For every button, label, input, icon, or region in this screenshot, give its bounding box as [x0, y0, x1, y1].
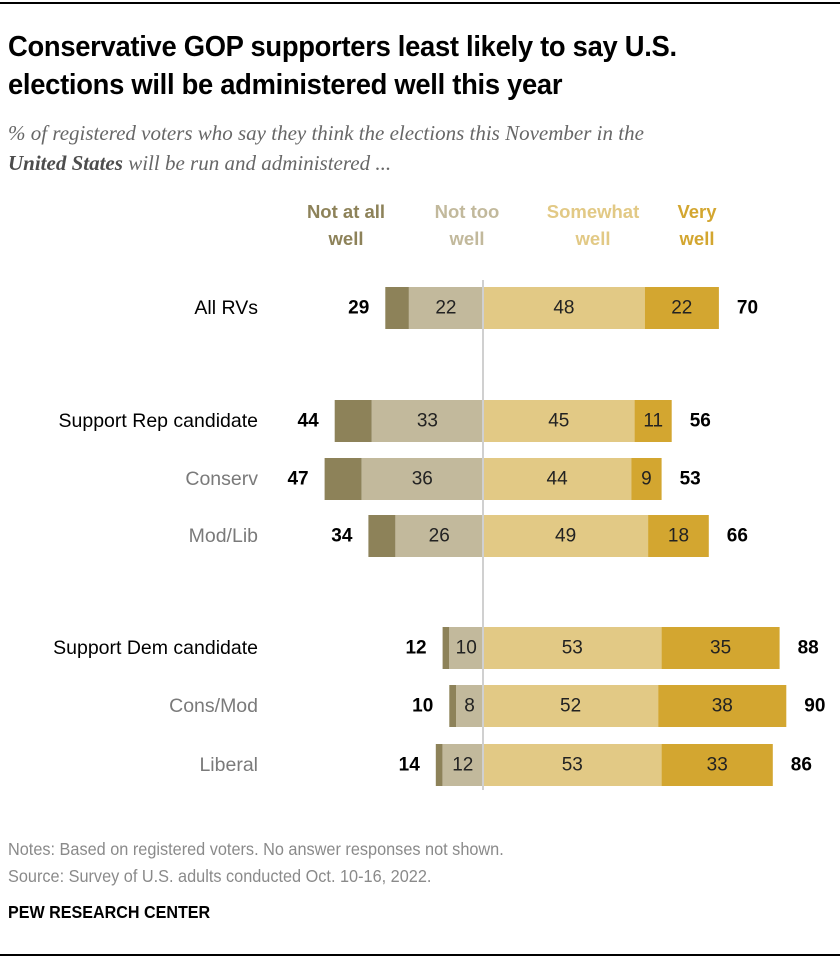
bar-not-too [456, 685, 483, 727]
legend-not-at-all: Not at all well [306, 201, 386, 249]
bar-not-at-all [385, 287, 409, 329]
subtitle-line1: % of registered voters who say they thin… [8, 121, 644, 145]
segment-label-somewhat: 52 [560, 696, 581, 717]
bar-somewhat [483, 287, 645, 329]
bar-not-at-all [368, 515, 396, 557]
net-positive-label: 90 [804, 696, 825, 717]
chart-title: Conservative GOP supporters least likely… [8, 31, 677, 101]
net-negative-label: 10 [412, 696, 433, 717]
bar-very [634, 400, 672, 442]
bottom-rule [0, 954, 840, 956]
net-positive-label: 56 [690, 411, 711, 432]
segment-label-not-too: 36 [412, 469, 433, 490]
net-negative-label: 47 [287, 469, 308, 490]
net-positive-label: 88 [798, 638, 819, 659]
category-label: Mod/Lib [189, 525, 259, 547]
segment-label-very: 38 [712, 696, 733, 717]
bar-somewhat [483, 458, 632, 500]
category-label: Liberal [199, 754, 258, 776]
category-label: All RVs [194, 297, 258, 319]
segment-label-not-too: 33 [417, 411, 438, 432]
bar-not-at-all [449, 685, 456, 727]
category-label: Cons/Mod [169, 695, 258, 717]
bar-not-too [371, 400, 483, 442]
net-negative-label: 14 [399, 755, 421, 776]
bar-very [644, 287, 719, 329]
notes-text: Notes: Based on registered voters. No an… [8, 839, 504, 859]
bar-somewhat [483, 685, 659, 727]
segment-label-very: 33 [707, 755, 728, 776]
chart-subtitle: % of registered voters who say they thin… [8, 118, 838, 178]
net-negative-label: 34 [331, 526, 353, 547]
bar-not-too [408, 287, 483, 329]
net-negative-label: 44 [298, 411, 320, 432]
notes-block: Notes: Based on registered voters. No an… [8, 836, 504, 890]
segment-label-not-too: 26 [429, 526, 450, 547]
bar-very [661, 744, 773, 786]
net-positive-label: 66 [727, 526, 748, 547]
bar-very [631, 458, 662, 500]
bar-not-at-all [435, 744, 443, 786]
net-positive-label: 86 [791, 755, 812, 776]
bar-not-too [442, 744, 483, 786]
legend-very: Very well [677, 201, 717, 249]
segment-label-very: 9 [641, 469, 652, 490]
brand-logo-text: PEW RESEARCH CENTER [8, 902, 211, 922]
bar-somewhat [483, 400, 635, 442]
bar-not-too [449, 627, 483, 669]
bar-not-too [361, 458, 483, 500]
segment-label-somewhat: 49 [555, 526, 576, 547]
segment-label-very: 18 [668, 526, 689, 547]
bar-somewhat [483, 515, 649, 557]
segment-label-somewhat: 48 [553, 298, 574, 319]
net-positive-label: 70 [737, 298, 758, 319]
segment-label-somewhat: 53 [562, 755, 583, 776]
segment-label-very: 35 [710, 638, 731, 659]
legend-not-too: Not too well [434, 201, 500, 249]
net-negative-label: 29 [348, 298, 369, 319]
category-label: Support Rep candidate [59, 410, 258, 432]
bar-somewhat [483, 627, 662, 669]
category-label: Support Dem candidate [53, 637, 258, 659]
segment-label-not-too: 12 [452, 755, 473, 776]
segment-label-somewhat: 44 [547, 469, 569, 490]
bar-not-at-all [324, 458, 362, 500]
segment-label-not-too: 22 [435, 298, 456, 319]
source-text: Source: Survey of U.S. adults conducted … [8, 866, 432, 886]
segment-label-not-too: 10 [456, 638, 477, 659]
bar-very [658, 685, 787, 727]
segment-label-somewhat: 45 [548, 411, 569, 432]
segment-label-not-too: 8 [464, 696, 475, 717]
segment-label-very: 22 [671, 298, 692, 319]
top-rule [0, 2, 840, 4]
segment-label-somewhat: 53 [562, 638, 583, 659]
bar-very [661, 627, 780, 669]
bar-not-at-all [334, 400, 372, 442]
bar-not-too [395, 515, 483, 557]
subtitle-bold: United States [8, 151, 123, 175]
segment-label-very: 11 [643, 411, 663, 432]
category-label: Conserv [185, 468, 258, 490]
bar-very [648, 515, 709, 557]
subtitle-line2: will be run and administered ... [122, 151, 392, 175]
net-positive-label: 53 [680, 469, 701, 490]
legend-somewhat: Somewhat well [546, 201, 640, 249]
net-negative-label: 12 [405, 638, 426, 659]
bar-not-at-all [442, 627, 450, 669]
bar-somewhat [483, 744, 662, 786]
